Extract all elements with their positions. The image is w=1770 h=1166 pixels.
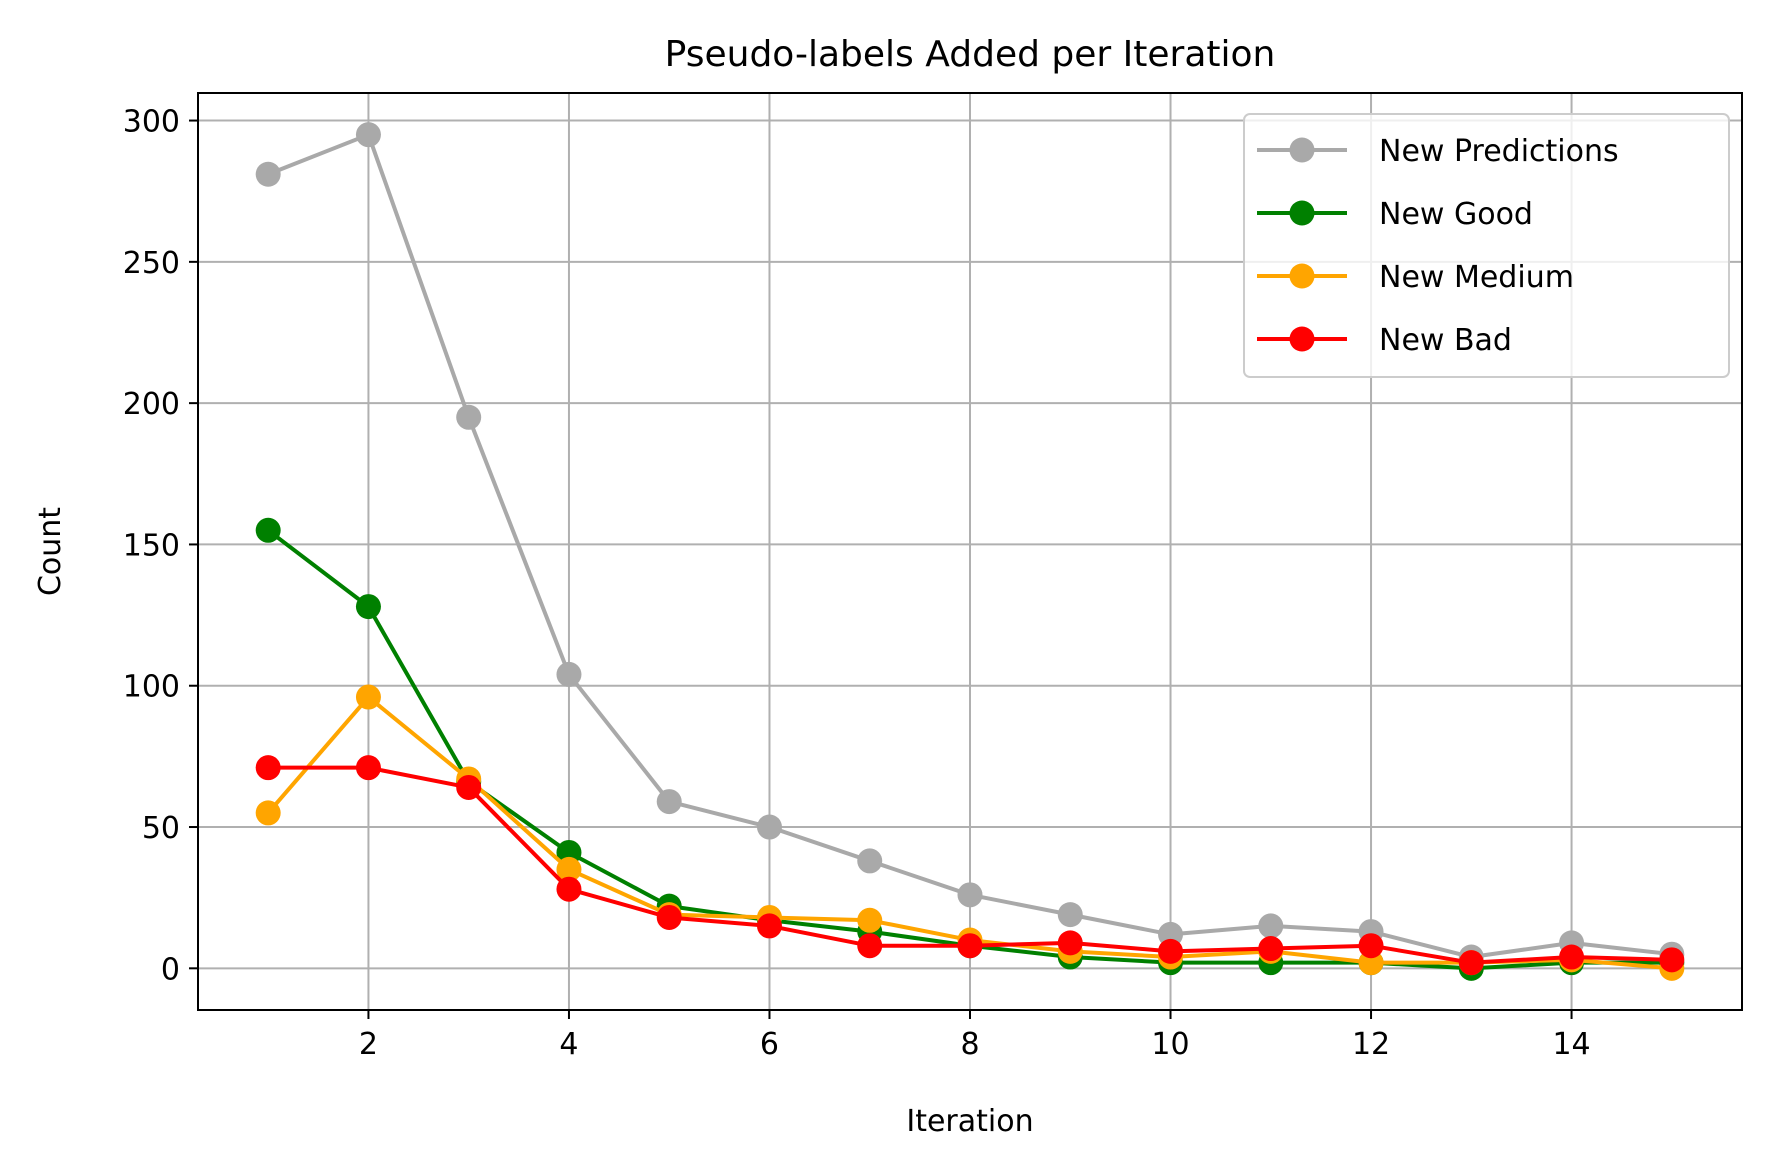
data-point-new-predictions [756, 814, 782, 840]
x-tick-label: 12 [1352, 1027, 1390, 1062]
x-tick-label: 10 [1151, 1027, 1189, 1062]
data-point-new-predictions [957, 882, 983, 908]
legend-marker [1289, 263, 1315, 289]
data-point-new-bad [656, 904, 682, 930]
data-point-new-bad [556, 876, 582, 902]
data-point-new-predictions [1057, 902, 1083, 928]
y-tick-label: 50 [142, 811, 180, 846]
data-point-new-bad [1659, 947, 1685, 973]
data-point-new-bad [957, 933, 983, 959]
y-axis-label: Count [33, 507, 68, 596]
data-point-new-good [255, 517, 281, 543]
data-point-new-bad [456, 774, 482, 800]
legend-box [1243, 113, 1730, 378]
series-lines [255, 122, 1685, 981]
data-point-new-bad [857, 933, 883, 959]
y-tick-label: 200 [123, 387, 180, 422]
data-point-new-bad [1559, 944, 1585, 970]
data-point-new-predictions [456, 404, 482, 430]
x-tick-label: 6 [760, 1027, 779, 1062]
data-point-new-predictions [355, 122, 381, 148]
y-tick-label: 100 [123, 670, 180, 705]
x-tick-label: 14 [1552, 1027, 1590, 1062]
data-point-new-predictions [556, 661, 582, 687]
legend-item: New Medium [1257, 260, 1574, 295]
x-tick-label: 2 [359, 1027, 378, 1062]
data-point-new-predictions [255, 161, 281, 187]
data-point-new-bad [1158, 938, 1184, 964]
data-point-new-good [355, 594, 381, 620]
series-new-bad [255, 755, 1685, 976]
legend-marker [1289, 137, 1315, 163]
x-tick-label: 8 [960, 1027, 979, 1062]
data-point-new-bad [1358, 933, 1384, 959]
data-point-new-bad [756, 913, 782, 939]
data-point-new-medium [556, 856, 582, 882]
data-point-new-predictions [857, 848, 883, 874]
x-tick-label: 4 [559, 1027, 578, 1062]
axis-ticks: 2 4 6 8 10 12 14 0 50 100 150 200 250 300 [123, 105, 1591, 1062]
data-point-new-predictions [656, 789, 682, 815]
data-point-new-bad [355, 755, 381, 781]
chart-title: Pseudo-labels Added per Iteration [665, 34, 1276, 75]
data-point-new-medium [255, 800, 281, 826]
legend: New Predictions New Good New Medium New Bad [1243, 113, 1730, 378]
grid-lines [198, 93, 1742, 1010]
legend-label: New Good [1379, 197, 1533, 232]
legend-label: New Medium [1379, 260, 1574, 295]
data-point-new-bad [1258, 936, 1284, 962]
data-point-new-medium [857, 907, 883, 933]
legend-item: New Predictions [1257, 134, 1619, 169]
data-point-new-predictions [1258, 913, 1284, 939]
data-point-new-medium [355, 684, 381, 710]
legend-marker [1289, 200, 1315, 226]
data-point-new-bad [1458, 950, 1484, 976]
x-axis-label: Iteration [906, 1104, 1033, 1139]
y-tick-label: 300 [123, 105, 180, 140]
y-tick-label: 0 [161, 952, 180, 987]
data-point-new-bad [255, 755, 281, 781]
legend-item: New Bad [1257, 323, 1512, 358]
legend-item: New Good [1257, 197, 1533, 232]
legend-label: New Predictions [1379, 134, 1619, 169]
legend-marker [1289, 326, 1315, 352]
data-point-new-bad [1057, 930, 1083, 956]
legend-label: New Bad [1379, 323, 1512, 358]
y-tick-label: 150 [123, 528, 180, 563]
y-tick-label: 250 [123, 246, 180, 281]
